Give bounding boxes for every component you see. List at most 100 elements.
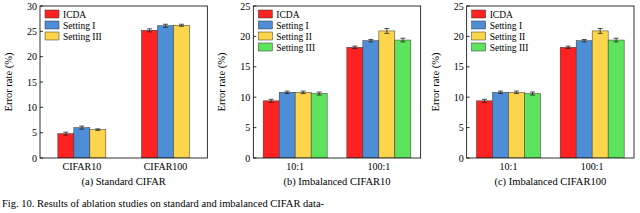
y-tick [253,66,256,67]
panel-title: (a) Standard CIFAR [81,176,165,188]
figure: 0 5 10 15 20 25 30 CIFAR10 CIFAR100 Error rate (%… [0,0,640,213]
error-bar [582,39,587,41]
bar [311,94,327,158]
y-tick-label: 25 [454,1,464,12]
y-tick-label: 10 [454,92,464,103]
legend-swatch [258,10,272,18]
y-tick [467,36,470,37]
panel-title: (c) Imbalanced CIFAR100 [494,176,606,188]
y-tick-label: 30 [27,1,37,12]
y-tick [467,158,470,159]
bar [493,92,509,158]
bars [477,28,625,158]
panel: 051015202510:1100:1Error rate (%)(c) Imb… [430,1,634,189]
error-bar [63,132,68,135]
bar [279,92,295,158]
y-tick [253,36,256,37]
x-tick-label: CIFAR100 [144,161,188,172]
y-tick-label: 5 [32,127,37,138]
y-tick [467,66,470,67]
y-tick [467,97,470,98]
legend-swatch [258,43,272,51]
bar [158,26,174,158]
frame [40,6,207,158]
error-bar [384,28,389,33]
y-tick-label: 15 [454,61,464,72]
y-tick-label: 5 [459,122,464,133]
bar [142,30,158,158]
frame [253,6,420,158]
y-tick [253,6,256,7]
legend-swatch [258,32,272,40]
panel: 051015202510:1100:1Error rate (%)(b) Imb… [216,1,420,189]
y-tick-label: 15 [27,77,37,88]
legend: ICDASetting ISetting III [45,10,102,42]
error-bar [269,99,274,102]
y-tick-label: 0 [245,153,250,164]
error-bar [498,91,503,93]
legend-swatch [258,21,272,29]
y-tick-label: 25 [240,1,250,12]
bars [58,24,190,158]
bar [395,40,411,158]
y-tick-label: 20 [454,31,464,42]
bar [477,101,493,158]
y-tick-label: 25 [27,26,37,37]
y-tick-label: 0 [459,153,464,164]
error-bar [598,28,603,33]
bar [560,47,576,158]
legend-label: Setting I [276,21,308,31]
legend-label: Setting I [63,21,95,31]
y-tick-label: 15 [240,61,250,72]
x-tick-label: CIFAR10 [62,161,101,172]
x-tick-label: 10:1 [286,161,304,172]
error-bar [566,46,571,48]
y-tick [40,31,43,32]
bar [509,92,525,158]
legend-swatch [472,21,486,29]
legend-swatch [45,10,59,18]
legend-swatch [472,10,486,18]
bar [576,41,592,158]
bar [174,25,190,158]
y-axis-label: Error rate (%) [3,52,15,111]
error-bar [530,92,535,95]
legend-swatch [45,21,59,29]
legend-swatch [472,43,486,51]
y-tick [253,127,256,128]
error-bar [301,91,306,93]
y-axis-label: Error rate (%) [430,52,442,111]
bar [90,130,106,158]
error-bar [482,99,487,102]
legend-label: Setting III [63,32,102,42]
bar [608,40,624,158]
bar [295,92,311,158]
y-tick [467,127,470,128]
error-bar [368,39,373,41]
legend-label: ICDA [276,10,299,20]
error-bar [285,91,290,93]
bar [347,47,363,158]
legend-swatch [45,32,59,40]
x-tick-label: 100:1 [367,161,390,172]
legend-label: Setting III [490,43,529,53]
error-bar [317,92,322,95]
y-tick [40,82,43,83]
error-bar [614,38,619,42]
y-tick [40,6,43,7]
caption: Fig. 10. Results of ablation studies on … [2,198,325,209]
y-tick [40,107,43,108]
y-tick [40,158,43,159]
legend-label: Setting I [490,21,522,31]
y-tick [253,97,256,98]
error-bar [163,24,168,27]
y-tick-label: 10 [27,102,37,113]
bar [74,128,90,158]
error-bar [352,46,357,48]
y-axis-label: Error rate (%) [216,52,228,111]
legend-label: Setting III [276,43,315,53]
error-bar [95,129,100,131]
legend: ICDASetting ISetting IISetting III [472,10,529,53]
legend: ICDASetting ISetting IISetting III [258,10,315,53]
error-bar [147,29,152,32]
